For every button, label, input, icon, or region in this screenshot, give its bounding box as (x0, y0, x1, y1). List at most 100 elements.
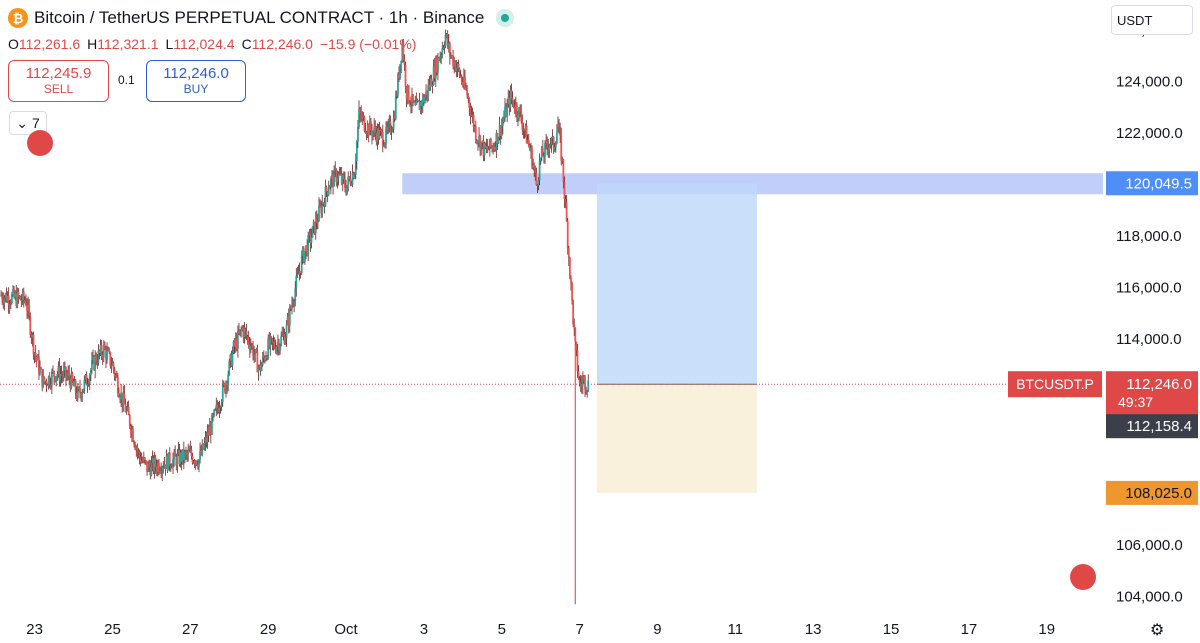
candle-body (526, 140, 529, 144)
candle-body (29, 315, 32, 335)
currency-select[interactable]: USDT (1111, 5, 1193, 35)
candle-body (255, 349, 258, 352)
candle-body (325, 186, 328, 192)
candle-body (84, 374, 87, 380)
candle-body (295, 275, 298, 289)
candle-body (320, 205, 323, 214)
candle-body (112, 362, 115, 370)
x-axis-tick-label: 25 (104, 621, 121, 638)
candle-body (321, 202, 324, 214)
candle-body (165, 455, 168, 469)
candle-body (378, 129, 381, 139)
candle-body (108, 350, 111, 352)
candle-body (543, 156, 545, 158)
candle-body (43, 376, 46, 383)
position-stop-zone[interactable] (596, 384, 757, 493)
candle-body (162, 467, 165, 469)
candle-body (416, 100, 419, 102)
candle-body (82, 389, 85, 393)
candle-body (205, 437, 208, 443)
candle-body (61, 375, 64, 377)
candle-body (27, 304, 30, 311)
candle-body (437, 57, 439, 73)
candle-body (375, 132, 378, 142)
event-marker-icon[interactable] (1070, 564, 1096, 590)
candle-body (190, 449, 193, 457)
candle-body (26, 305, 28, 311)
candle-body (492, 146, 495, 150)
candle-body (54, 376, 57, 381)
candle-body (109, 351, 112, 366)
candle-body (547, 146, 550, 151)
candle-body (578, 378, 581, 383)
candle-body (184, 451, 186, 461)
x-axis-tick-label: 19 (1038, 621, 1055, 638)
candle-body (25, 301, 27, 306)
settings-gear-icon[interactable]: ⚙ (1150, 622, 1165, 639)
candle-body (544, 143, 546, 158)
x-axis-tick-label: 23 (26, 621, 43, 638)
candle-body (422, 97, 425, 104)
candle-body (328, 186, 331, 190)
alert-marker-icon[interactable] (27, 130, 53, 156)
symbol-header[interactable]: ₿ Bitcoin / TetherUS PERPETUAL CONTRACT … (8, 8, 515, 28)
candle-body (452, 55, 454, 67)
candle-body (371, 130, 373, 137)
candle-body (274, 347, 277, 352)
candle-body (230, 354, 233, 367)
candle-body (530, 148, 532, 151)
position-target-zone[interactable] (596, 183, 757, 385)
candle-body (49, 384, 52, 386)
candle-body (319, 205, 321, 207)
candle-body (537, 180, 540, 186)
candle-body (198, 459, 200, 467)
candle-body (500, 125, 503, 137)
candle-body (540, 147, 543, 158)
candle-body (106, 350, 108, 360)
candle-body (136, 448, 139, 452)
candle-body (35, 356, 38, 361)
candle-body (91, 360, 93, 371)
candle-body (126, 406, 129, 410)
candle-body (167, 452, 170, 471)
candle-body (241, 327, 244, 330)
candle-body (42, 376, 45, 387)
candle-body (233, 341, 236, 347)
candle-body (94, 355, 97, 370)
candle-body (385, 127, 387, 144)
sell-button[interactable]: 112,245.9 SELL (8, 60, 109, 102)
candle-body (203, 443, 206, 449)
candle-body (469, 107, 472, 116)
candle-body (251, 345, 253, 347)
candle-body (211, 415, 213, 435)
candle-body (563, 182, 566, 199)
candle-body (342, 174, 345, 180)
market-open-icon (496, 9, 515, 27)
candle-body (355, 141, 358, 162)
candle-body (364, 130, 367, 133)
symbol-title[interactable]: Bitcoin / TetherUS PERPETUAL CONTRACT · … (34, 8, 485, 27)
candle-body (160, 471, 163, 473)
candle-body (402, 42, 405, 60)
candle-body (23, 300, 26, 302)
candle-body (93, 356, 95, 370)
candle-body (127, 406, 130, 415)
candle-body (510, 90, 513, 99)
buy-button[interactable]: 112,246.0 BUY (146, 60, 246, 102)
candle-body (439, 56, 442, 61)
candle-body (560, 135, 563, 162)
candle-body (258, 365, 261, 368)
candle-body (348, 176, 351, 179)
candle-body (463, 76, 465, 85)
candle-body (554, 143, 557, 147)
candle-body (382, 145, 385, 147)
candle-body (159, 471, 161, 473)
candle-body (350, 183, 353, 185)
symbol-label: BTCUSDT.P (1016, 376, 1094, 392)
spread-value: 0.1 (118, 73, 135, 87)
x-axis-tick-label: 11 (728, 621, 744, 638)
candle-body (36, 356, 39, 361)
candle-body (311, 226, 314, 238)
candle-body (253, 354, 256, 357)
